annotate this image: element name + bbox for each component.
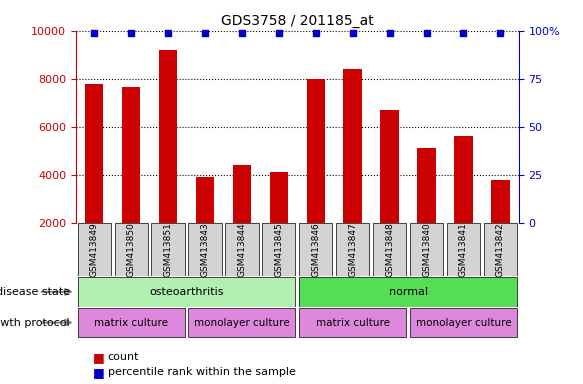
Text: GSM413849: GSM413849	[90, 222, 99, 277]
Text: GSM413842: GSM413842	[496, 222, 505, 277]
FancyBboxPatch shape	[78, 223, 111, 276]
Text: GSM413845: GSM413845	[275, 222, 283, 277]
Text: matrix culture: matrix culture	[316, 318, 389, 328]
FancyBboxPatch shape	[484, 223, 517, 276]
FancyBboxPatch shape	[188, 223, 222, 276]
Text: percentile rank within the sample: percentile rank within the sample	[108, 367, 296, 377]
Point	[348, 30, 357, 36]
Bar	[122, 87, 141, 223]
Bar	[343, 69, 362, 223]
Point	[385, 30, 394, 36]
Point	[127, 30, 136, 36]
Point	[422, 30, 431, 36]
Bar	[491, 180, 510, 223]
FancyBboxPatch shape	[447, 223, 480, 276]
Bar	[307, 79, 325, 223]
Point	[163, 30, 173, 36]
FancyBboxPatch shape	[336, 223, 370, 276]
Point	[237, 30, 247, 36]
Text: matrix culture: matrix culture	[94, 318, 168, 328]
Bar	[188, 308, 296, 337]
Text: ■: ■	[93, 351, 105, 364]
Text: osteoarthritis: osteoarthritis	[149, 287, 224, 297]
Title: GDS3758 / 201185_at: GDS3758 / 201185_at	[221, 14, 374, 28]
Text: normal: normal	[388, 287, 428, 297]
Text: GSM413843: GSM413843	[201, 222, 209, 277]
Text: GSM413851: GSM413851	[164, 222, 173, 277]
Bar	[299, 308, 406, 337]
Bar	[410, 308, 517, 337]
Text: GSM413847: GSM413847	[348, 222, 357, 277]
Text: GSM413840: GSM413840	[422, 222, 431, 277]
Point	[459, 30, 468, 36]
Point	[274, 30, 283, 36]
Bar	[299, 277, 517, 306]
Bar	[454, 136, 473, 223]
Point	[496, 30, 505, 36]
Text: GSM413841: GSM413841	[459, 222, 468, 277]
Bar	[417, 148, 436, 223]
Text: monolayer culture: monolayer culture	[194, 318, 290, 328]
Point	[311, 30, 321, 36]
Text: GSM413850: GSM413850	[127, 222, 136, 277]
Text: count: count	[108, 352, 139, 362]
Text: GSM413846: GSM413846	[311, 222, 320, 277]
Bar	[269, 172, 288, 223]
FancyBboxPatch shape	[225, 223, 258, 276]
Text: disease state: disease state	[0, 287, 70, 297]
Text: GSM413848: GSM413848	[385, 222, 394, 277]
Bar	[159, 50, 177, 223]
FancyBboxPatch shape	[410, 223, 443, 276]
FancyBboxPatch shape	[299, 223, 332, 276]
FancyBboxPatch shape	[262, 223, 296, 276]
Bar	[233, 165, 251, 223]
FancyBboxPatch shape	[373, 223, 406, 276]
Point	[90, 30, 99, 36]
Point	[201, 30, 210, 36]
Text: monolayer culture: monolayer culture	[416, 318, 511, 328]
Bar	[196, 177, 215, 223]
FancyBboxPatch shape	[114, 223, 148, 276]
Bar	[78, 308, 185, 337]
Text: growth protocol: growth protocol	[0, 318, 70, 328]
Text: GSM413844: GSM413844	[237, 222, 247, 277]
Bar	[380, 110, 399, 223]
FancyBboxPatch shape	[152, 223, 185, 276]
Text: ■: ■	[93, 366, 105, 379]
Bar	[78, 277, 296, 306]
Bar	[85, 84, 103, 223]
